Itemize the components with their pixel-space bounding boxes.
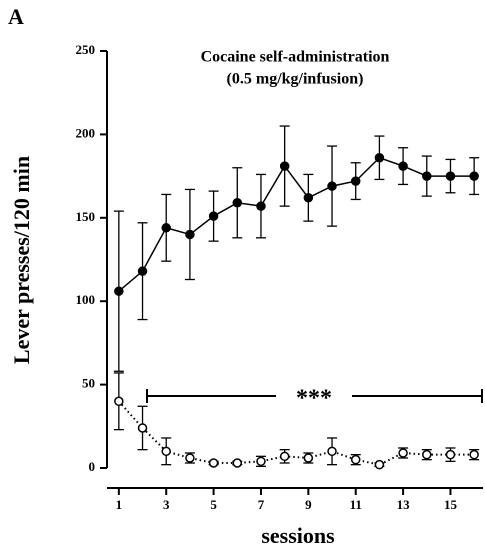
- y-axis-label: Lever presses/120 min: [9, 156, 34, 364]
- data-point: [256, 201, 266, 211]
- data-point: [445, 171, 456, 181]
- data-point: [398, 161, 408, 171]
- x-tick-label: 15: [444, 497, 458, 512]
- y-tick-label: 200: [76, 125, 96, 140]
- data-point: [208, 211, 219, 221]
- x-tick-label: 11: [350, 497, 362, 512]
- annotation: ***: [296, 386, 332, 412]
- x-tick-label: 7: [258, 497, 265, 512]
- data-point: [161, 223, 171, 233]
- y-tick-label: 150: [76, 209, 96, 224]
- chart-subtitle: (0.5 mg/kg/infusion): [227, 71, 364, 88]
- data-point: [374, 153, 385, 163]
- data-point: [279, 161, 290, 171]
- data-point: [350, 454, 361, 465]
- data-point: [469, 171, 479, 181]
- data-point: [114, 396, 124, 407]
- data-point: [208, 458, 219, 468]
- x-tick-label: 13: [397, 497, 411, 512]
- chart-title: Cocaine self-administration: [201, 49, 390, 66]
- data-point: [279, 451, 290, 462]
- x-tick-label: 9: [305, 497, 312, 512]
- data-point: [114, 286, 124, 296]
- data-point: [137, 266, 148, 276]
- y-tick-label: 0: [89, 459, 96, 474]
- data-point: [422, 449, 432, 460]
- data-point: [398, 448, 408, 458]
- data-point: [445, 449, 456, 460]
- x-axis-label: sessions: [261, 523, 335, 548]
- data-point: [232, 458, 243, 468]
- y-tick-label: 250: [76, 42, 96, 57]
- data-point: [374, 459, 385, 470]
- data-point: [350, 176, 361, 186]
- data-point: [303, 193, 314, 203]
- x-tick-label: 3: [163, 497, 170, 512]
- data-point: [232, 198, 243, 208]
- data-point: [327, 181, 337, 191]
- data-point: [469, 449, 479, 460]
- data-point: [185, 453, 195, 463]
- data-point: [303, 453, 314, 463]
- data-point: [185, 229, 195, 240]
- data-point: [161, 446, 171, 457]
- series-line: [118, 156, 475, 292]
- y-tick-label: 100: [76, 292, 96, 307]
- series-line: [118, 400, 475, 466]
- data-point: [256, 456, 266, 467]
- x-tick-label: 1: [116, 497, 123, 512]
- data-point: [422, 171, 432, 181]
- data-point: [327, 446, 337, 457]
- data-point: [137, 423, 148, 433]
- y-tick-label: 50: [82, 376, 95, 391]
- panel-label: A: [8, 4, 24, 29]
- x-tick-label: 5: [210, 497, 217, 512]
